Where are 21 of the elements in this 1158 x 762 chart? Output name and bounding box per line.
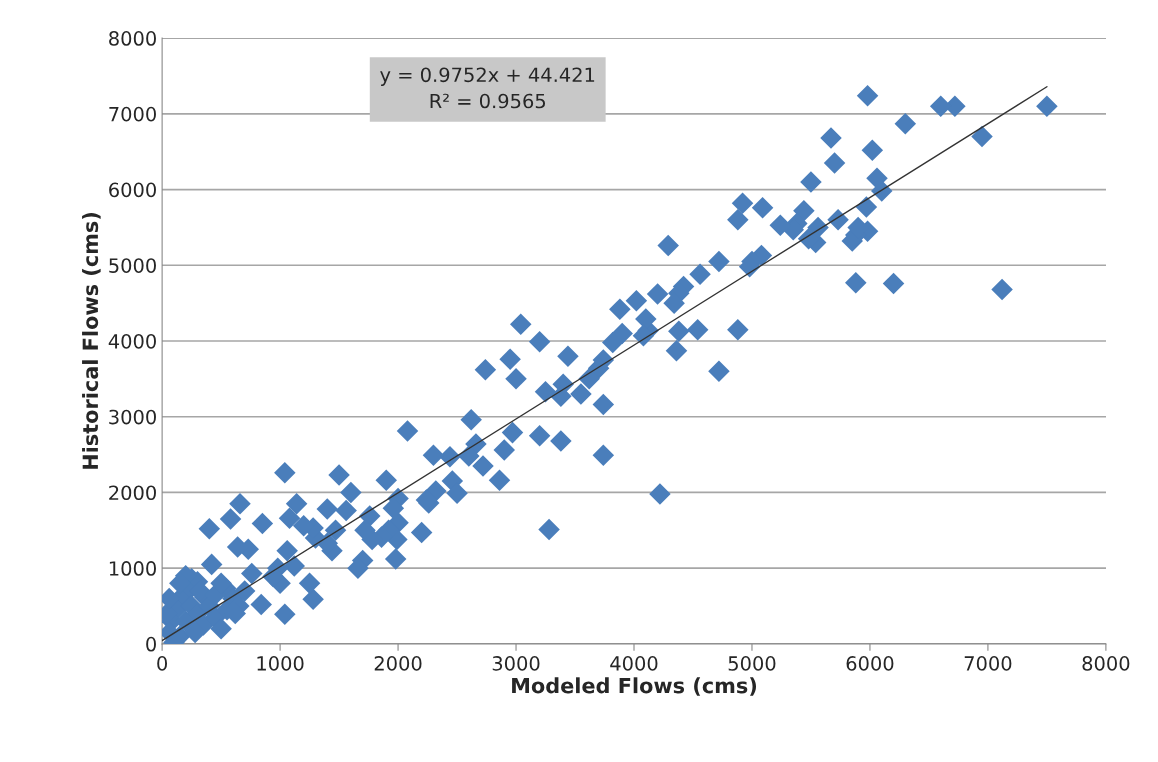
x-tick-label: 1000 — [257, 656, 304, 671]
x-tick-label: 0 — [157, 656, 168, 671]
y-tick-label: 8000 — [109, 31, 156, 46]
x-axis-title: Modeled Flows (cms) — [512, 677, 757, 696]
x-tick-label: 7000 — [964, 656, 1012, 671]
y-axis-title: Historical Flows (cms) — [82, 213, 101, 469]
x-tick-label: 5000 — [728, 656, 776, 671]
x-tick-label: 2000 — [374, 656, 422, 671]
y-tick-label: 7000 — [109, 106, 156, 122]
y-tick-label: 6000 — [109, 182, 156, 198]
x-tick-label: 3000 — [492, 656, 540, 671]
y-tick-label: 4000 — [108, 333, 156, 349]
y-tick-label: 0 — [146, 636, 156, 652]
y-tick-label: 3000 — [109, 409, 156, 425]
y-tick-label: 1000 — [109, 561, 156, 576]
annotation: y = 0.9752x + 44.421 R² = 0.9565 — [380, 67, 595, 109]
x-tick-label: 8000 — [1082, 656, 1130, 671]
y-tick-label: 5000 — [109, 258, 156, 273]
x-tick-label: 6000 — [846, 656, 894, 671]
x-tick-label: 4000 — [610, 656, 658, 671]
y-tick-label: 2000 — [109, 485, 156, 501]
